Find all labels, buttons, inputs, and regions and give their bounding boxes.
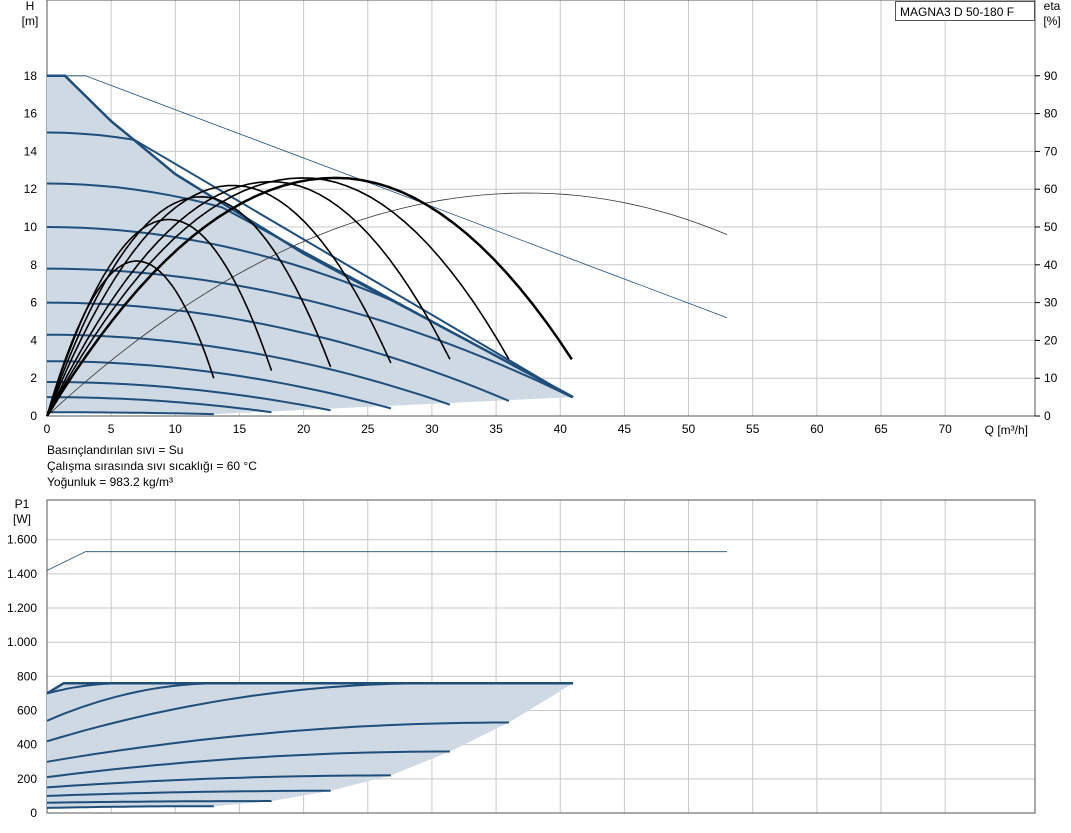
p1-ytick-label-3: 600 — [17, 704, 37, 718]
qh-xtick-label-13: 65 — [874, 422, 888, 436]
qh-head-curve-4 — [46, 333, 451, 406]
qh-efficiency-curve-4 — [46, 180, 451, 417]
qh-y2tick-label-7: 70 — [1044, 144, 1058, 158]
qh-ytick-label-2: 4 — [30, 333, 37, 347]
p1-ytick-label-4: 800 — [17, 669, 37, 683]
p1-power-curve-2 — [46, 789, 331, 797]
qh-xtick-label-0: 0 — [44, 422, 51, 436]
p1-ytick-label-0: 0 — [30, 806, 37, 820]
info-fluid: Basınçlandırılan sıvı = Su — [47, 443, 184, 457]
qh-ytick-label-7: 14 — [24, 144, 38, 158]
qh-xtick-label-9: 45 — [618, 422, 632, 436]
qh-efficiency-curve-3 — [46, 184, 392, 417]
qh-ytick-label-8: 16 — [24, 107, 38, 121]
qh-head-curve-7 — [46, 226, 573, 398]
qh-head-curve-6 — [46, 267, 573, 399]
qh-head-curve-8 — [46, 182, 573, 398]
p1-thin-max-power — [46, 551, 728, 571]
qh-ytick-label-3: 6 — [30, 296, 37, 310]
qh-y2label-unit: [%] — [1043, 14, 1060, 28]
qh-thin-max-efficiency — [46, 192, 728, 417]
p1-ytick-label-2: 400 — [17, 738, 37, 752]
qh-ylabel-unit: [m] — [22, 14, 39, 28]
qh-head-curve-2 — [47, 381, 331, 412]
qh-envelope-fill — [47, 75, 574, 415]
p1-ytick-label-5: 1.000 — [7, 635, 37, 649]
qh-y2tick-label-8: 80 — [1044, 107, 1058, 121]
p1-power-curve-6 — [46, 682, 432, 743]
qh-y2tick-label-3: 30 — [1044, 296, 1058, 310]
qh-xtick-label-6: 30 — [425, 422, 439, 436]
qh-ytick-label-4: 8 — [30, 258, 37, 272]
p1-power-curve-5 — [46, 721, 509, 763]
qh-xtick-label-10: 50 — [682, 422, 696, 436]
p1-ytick-label-1: 200 — [17, 772, 37, 786]
qh-xtick-label-4: 20 — [297, 422, 311, 436]
qh-y2tick-label-9: 90 — [1044, 69, 1058, 83]
qh-xtick-label-12: 60 — [810, 422, 824, 436]
qh-ytick-label-0: 0 — [30, 409, 37, 423]
qh-y2tick-label-6: 60 — [1044, 182, 1058, 196]
qh-thin-max-head — [47, 75, 728, 319]
qh-y2tick-label-4: 40 — [1044, 258, 1058, 272]
qh-y2label: eta — [1044, 0, 1061, 13]
qh-xtick-label-7: 35 — [489, 422, 503, 436]
qh-ytick-label-5: 10 — [24, 220, 38, 234]
qh-head-curve-3 — [47, 360, 392, 410]
qh-xtick-label-8: 40 — [554, 422, 568, 436]
qh-efficiency-curve-6 — [45, 176, 573, 417]
qh-xtick-label-11: 55 — [746, 422, 760, 436]
qh-xtick-label-3: 15 — [233, 422, 247, 436]
qh-y2tick-label-2: 20 — [1044, 333, 1058, 347]
info-density: Yoğunluk = 983.2 kg/m³ — [47, 475, 173, 489]
p1-envelope-fill — [47, 683, 574, 808]
qh-ylabel: H — [26, 0, 35, 13]
qh-ytick-label-9: 18 — [24, 69, 38, 83]
p1-power-curve-4 — [46, 750, 450, 779]
info-temperature: Çalışma sırasında sıvı sıcaklığı = 60 °C — [47, 459, 257, 473]
p1-power-curve-3 — [46, 774, 391, 789]
qh-y2tick-label-0: 0 — [1044, 409, 1051, 423]
p1-ytick-label-8: 1.600 — [7, 533, 37, 547]
p1-ylabel: P1 — [15, 497, 30, 511]
p1-max-power-curve — [46, 681, 574, 695]
qh-y2tick-label-1: 10 — [1044, 371, 1058, 385]
qh-efficiency-curve-5 — [46, 177, 510, 417]
p1-ytick-label-6: 1.200 — [7, 601, 37, 615]
qh-xtick-label-5: 25 — [361, 422, 375, 436]
qh-head-curve-0 — [47, 411, 214, 416]
model-label: MAGNA3 D 50-180 F — [895, 1, 1035, 21]
p1-ytick-label-7: 1.400 — [7, 567, 37, 581]
qh-head-curve-1 — [47, 396, 272, 414]
qh-ytick-label-6: 12 — [24, 182, 38, 196]
qh-xtick-label-2: 10 — [169, 422, 183, 436]
qh-xtick-label-1: 5 — [108, 422, 115, 436]
qh-y2tick-label-5: 50 — [1044, 220, 1058, 234]
p1-power-curve-0 — [46, 805, 214, 809]
p1-ylabel-unit: [W] — [13, 512, 31, 526]
p1-power-curve-1 — [46, 800, 272, 804]
qh-ytick-label-1: 2 — [30, 371, 37, 385]
qh-xlabel: Q [m³/h] — [985, 423, 1028, 437]
qh-xtick-label-14: 70 — [939, 422, 953, 436]
p1-frame — [46, 499, 1036, 814]
